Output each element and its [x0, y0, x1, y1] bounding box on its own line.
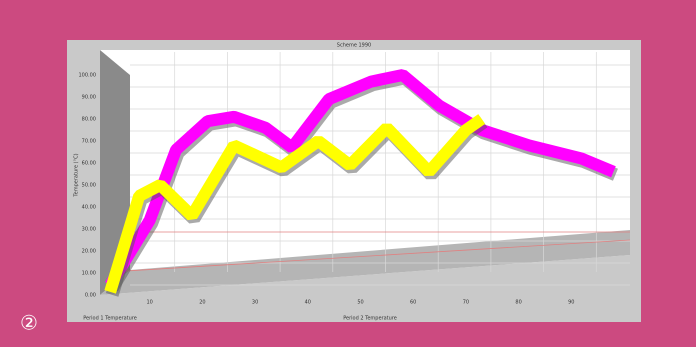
y-tick-label: 60.00 [82, 161, 96, 167]
y-tick-label: 40.00 [82, 205, 96, 211]
x-axis-label-left: Period 1 Temperature [83, 316, 137, 322]
chart-title: Scheme 1990 [337, 43, 371, 49]
x-tick-label: 20 [199, 300, 205, 306]
y-tick-label: 90.00 [82, 95, 96, 101]
y-tick-label: 70.00 [82, 139, 96, 145]
y-tick-label: 80.00 [82, 117, 96, 123]
x-axis-label: Period 2 Temperature [343, 316, 397, 322]
x-tick-label: 80 [515, 300, 521, 306]
y-tick-label: 30.00 [82, 227, 96, 233]
x-tick-label: 40 [305, 300, 311, 306]
y-axis-label: Temperature (°C) [74, 153, 80, 197]
x-tick-label: 50 [357, 300, 363, 306]
y-tick-label: 20.00 [82, 249, 96, 255]
series-ribbon [104, 114, 486, 294]
x-tick-label: 90 [568, 300, 574, 306]
y-tick-label: 10.00 [82, 271, 96, 277]
y-tick-label: 50.00 [82, 183, 96, 189]
floor [100, 230, 630, 295]
floor-line [109, 239, 631, 273]
y-tick-label: 0.00 [85, 293, 96, 299]
series-ribbon [105, 69, 616, 289]
x-tick-label: 70 [463, 300, 469, 306]
step-badge: ② [20, 311, 38, 335]
y-tick-label: 100.00 [79, 73, 97, 79]
x-tick-label: 10 [147, 300, 153, 306]
x-tick-label: 30 [252, 300, 258, 306]
x-tick-label: 60 [410, 300, 416, 306]
